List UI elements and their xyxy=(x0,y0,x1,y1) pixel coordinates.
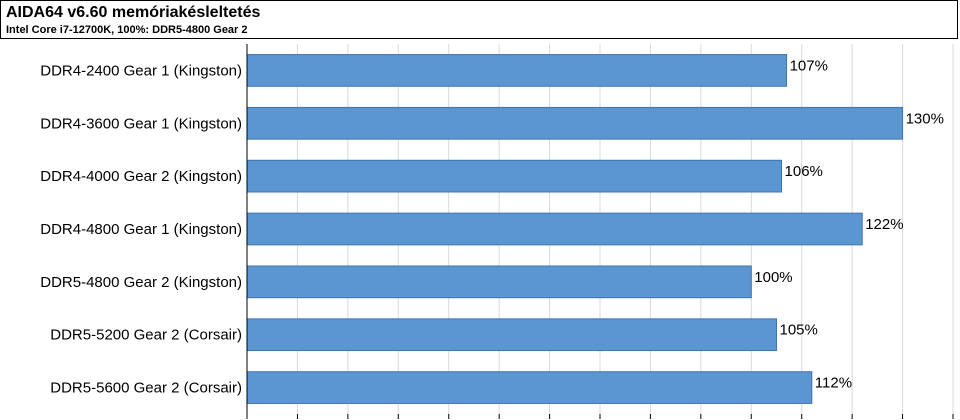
bar xyxy=(246,159,783,193)
bars xyxy=(246,54,904,404)
category-labels: DDR4-2400 Gear 1 (Kingston) DDR4-3600 Gea… xyxy=(40,62,242,396)
value-label: 130% xyxy=(906,110,944,127)
bar xyxy=(246,318,777,352)
category-label: DDR5-5600 Gear 2 (Corsair) xyxy=(50,380,242,397)
value-label: 122% xyxy=(865,216,903,233)
chart-title: AIDA64 v6.60 memóriakésleltetés xyxy=(6,4,261,21)
category-label: DDR4-4000 Gear 2 (Kingston) xyxy=(40,168,242,185)
category-label: DDR4-3600 Gear 1 (Kingston) xyxy=(40,115,242,132)
value-axis xyxy=(246,44,954,419)
value-labels: 107% 130% 106% 122% 100% 105% 112% xyxy=(754,57,944,391)
category-label: DDR4-4800 Gear 1 (Kingston) xyxy=(40,221,242,238)
value-label: 106% xyxy=(785,163,823,180)
bar xyxy=(246,371,813,404)
chart-subtitle: Intel Core i7-12700K, 100%: DDR5-4800 Ge… xyxy=(6,24,248,36)
bar xyxy=(246,265,752,299)
bar xyxy=(246,54,788,87)
category-label: DDR4-2400 Gear 1 (Kingston) xyxy=(40,62,242,79)
bar xyxy=(246,212,863,246)
category-label: DDR5-5200 Gear 2 (Corsair) xyxy=(50,327,242,344)
value-label: 105% xyxy=(780,322,818,339)
bar xyxy=(246,106,904,140)
chart-header: AIDA64 v6.60 memóriakésleltetés Intel Co… xyxy=(0,0,958,39)
category-label: DDR5-4800 Gear 2 (Kingston) xyxy=(40,274,242,291)
value-label: 100% xyxy=(754,269,792,286)
value-label: 112% xyxy=(815,375,852,392)
value-label: 107% xyxy=(790,57,828,74)
